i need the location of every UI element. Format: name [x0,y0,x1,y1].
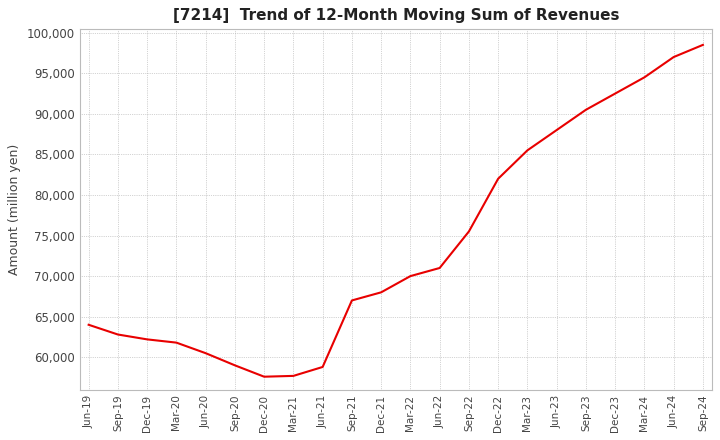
Title: [7214]  Trend of 12-Month Moving Sum of Revenues: [7214] Trend of 12-Month Moving Sum of R… [173,8,619,23]
Y-axis label: Amount (million yen): Amount (million yen) [9,143,22,275]
